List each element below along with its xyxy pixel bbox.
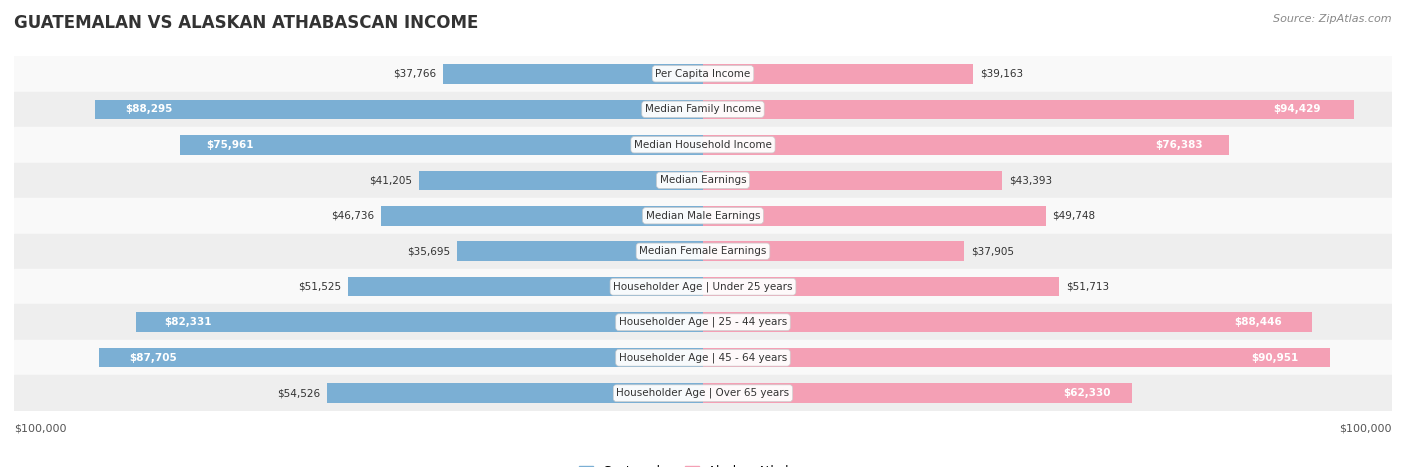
Text: $76,383: $76,383 <box>1156 140 1204 150</box>
Bar <box>443 64 703 84</box>
Bar <box>14 127 1392 163</box>
Text: Median Family Income: Median Family Income <box>645 104 761 114</box>
Bar <box>14 375 1392 411</box>
Text: $37,905: $37,905 <box>972 246 1014 256</box>
Text: Source: ZipAtlas.com: Source: ZipAtlas.com <box>1274 14 1392 24</box>
Bar <box>14 269 1392 304</box>
Bar <box>14 56 1392 92</box>
Text: $75,961: $75,961 <box>205 140 253 150</box>
Text: $51,713: $51,713 <box>1066 282 1109 292</box>
Text: $88,295: $88,295 <box>125 104 173 114</box>
Text: $43,393: $43,393 <box>1010 175 1052 185</box>
Bar <box>703 170 1002 190</box>
Text: Householder Age | 25 - 44 years: Householder Age | 25 - 44 years <box>619 317 787 327</box>
Text: Median Male Earnings: Median Male Earnings <box>645 211 761 221</box>
Text: $82,331: $82,331 <box>165 317 212 327</box>
Text: $88,446: $88,446 <box>1234 317 1282 327</box>
Text: $94,429: $94,429 <box>1274 104 1322 114</box>
Bar <box>14 92 1392 127</box>
Text: GUATEMALAN VS ALASKAN ATHABASCAN INCOME: GUATEMALAN VS ALASKAN ATHABASCAN INCOME <box>14 14 478 32</box>
Bar <box>136 312 703 332</box>
Text: Per Capita Income: Per Capita Income <box>655 69 751 79</box>
Text: Median Household Income: Median Household Income <box>634 140 772 150</box>
Text: Householder Age | Under 25 years: Householder Age | Under 25 years <box>613 282 793 292</box>
Text: $51,525: $51,525 <box>298 282 342 292</box>
Bar <box>703 312 1312 332</box>
Text: $100,000: $100,000 <box>1340 424 1392 433</box>
Text: $87,705: $87,705 <box>129 353 177 363</box>
Legend: Guatemalan, Alaskan Athabascan: Guatemalan, Alaskan Athabascan <box>574 460 832 467</box>
Bar <box>14 234 1392 269</box>
Bar <box>14 198 1392 234</box>
Bar <box>703 383 1132 403</box>
Text: Householder Age | Over 65 years: Householder Age | Over 65 years <box>616 388 790 398</box>
Bar <box>98 348 703 368</box>
Text: $90,951: $90,951 <box>1251 353 1298 363</box>
Text: $37,766: $37,766 <box>392 69 436 79</box>
Text: $39,163: $39,163 <box>980 69 1022 79</box>
Text: $100,000: $100,000 <box>14 424 66 433</box>
Text: $46,736: $46,736 <box>330 211 374 221</box>
Bar <box>419 170 703 190</box>
Bar <box>94 99 703 119</box>
Bar <box>14 340 1392 375</box>
Bar <box>703 135 1229 155</box>
Bar <box>349 277 703 297</box>
Bar <box>703 64 973 84</box>
Bar <box>703 206 1046 226</box>
Bar <box>703 348 1330 368</box>
Text: Median Female Earnings: Median Female Earnings <box>640 246 766 256</box>
Bar <box>457 241 703 261</box>
Text: $62,330: $62,330 <box>1063 388 1111 398</box>
Bar <box>14 163 1392 198</box>
Text: $54,526: $54,526 <box>277 388 321 398</box>
Bar <box>14 304 1392 340</box>
Text: Median Earnings: Median Earnings <box>659 175 747 185</box>
Text: Householder Age | 45 - 64 years: Householder Age | 45 - 64 years <box>619 353 787 363</box>
Bar <box>703 99 1354 119</box>
Text: $35,695: $35,695 <box>408 246 450 256</box>
Bar <box>703 277 1059 297</box>
Bar <box>328 383 703 403</box>
Text: $49,748: $49,748 <box>1053 211 1095 221</box>
Bar <box>180 135 703 155</box>
Bar <box>381 206 703 226</box>
Text: $41,205: $41,205 <box>370 175 412 185</box>
Bar <box>703 241 965 261</box>
